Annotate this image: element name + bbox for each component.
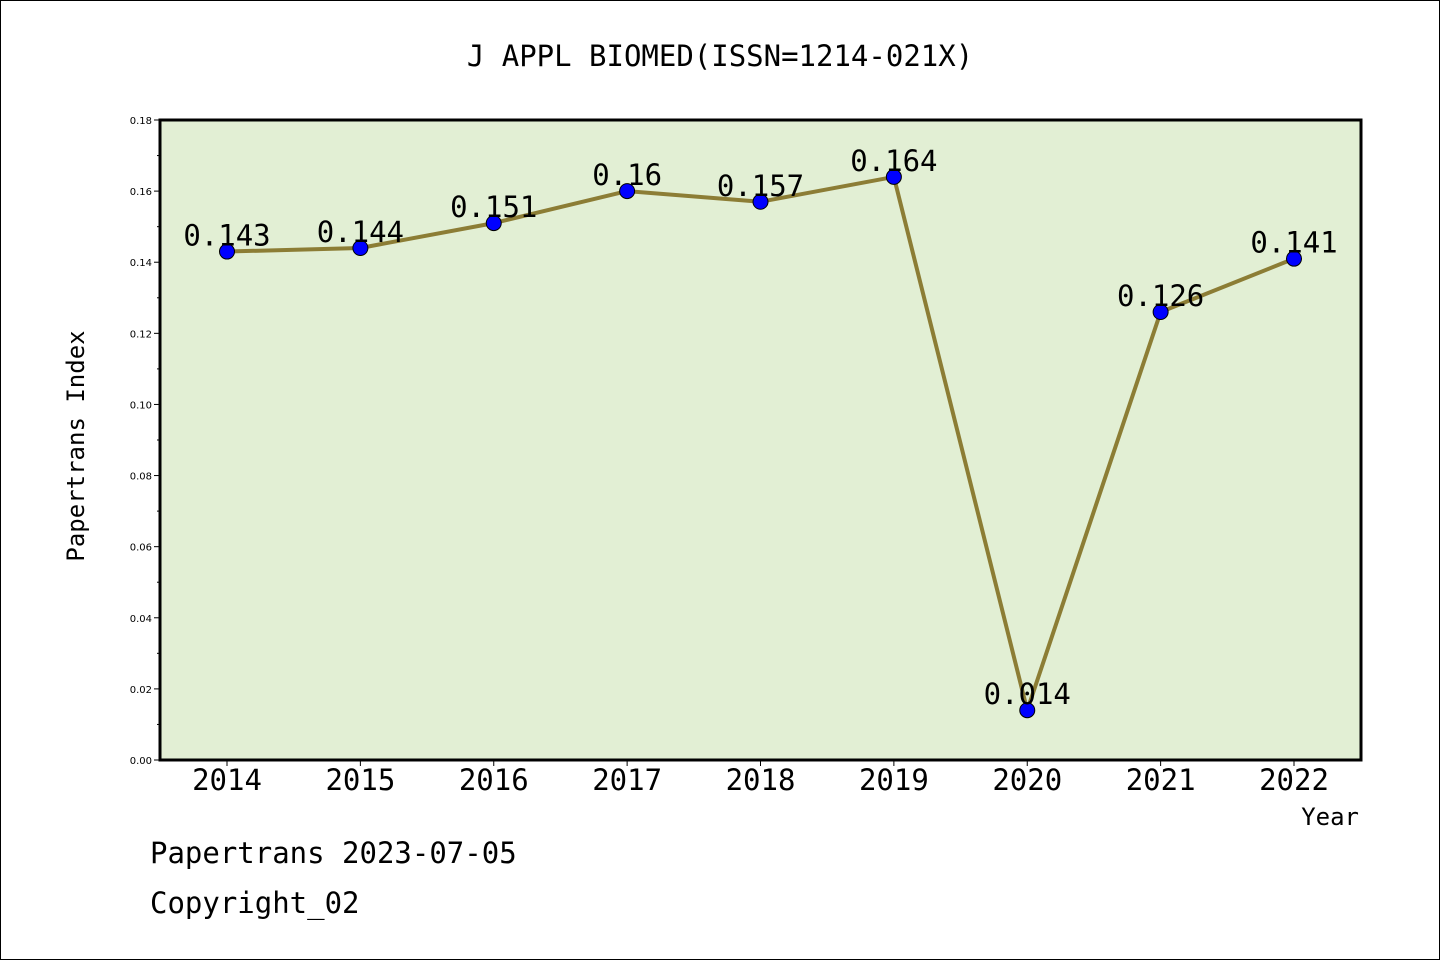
data-point (1152, 304, 1169, 320)
y-tick-label: 0.02 (130, 685, 152, 696)
x-tick-label: 2022 (1259, 763, 1329, 797)
x-tick-label: 2017 (592, 763, 662, 797)
chart-title: J APPL BIOMED(ISSN=1214-021X) (467, 39, 973, 73)
data-point (219, 243, 235, 260)
data-label: 0.126 (1117, 279, 1204, 313)
plot-area (160, 120, 1361, 760)
x-axis: 2014 2015 2016 2017 2018 2019 2020 2021 2022 (192, 760, 1329, 797)
y-tick-label: 0.06 (130, 543, 152, 554)
y-axis: 0.00 0.02 0.04 0.06 0.08 0.10 0.12 0.14 0.16 0.18 (130, 116, 160, 767)
y-tick-label: 0.04 (130, 614, 152, 625)
data-label: 0.144 (317, 215, 404, 249)
plot-border (158, 118, 1363, 762)
data-point (619, 183, 636, 200)
data-label: 0.16 (592, 158, 662, 192)
y-tick-label: 0.00 (130, 756, 152, 767)
data-label: 0.164 (850, 144, 937, 178)
data-point (485, 215, 502, 232)
data-point (752, 193, 769, 210)
data-point (885, 168, 902, 185)
x-tick-label: 2020 (992, 763, 1062, 797)
y-tick-label: 0.12 (130, 329, 152, 340)
y-tick-label: 0.10 (130, 400, 152, 411)
x-tick-label: 2021 (1126, 763, 1196, 797)
data-label: 0.141 (1250, 226, 1337, 260)
data-label: 0.157 (717, 169, 804, 203)
x-tick-label: 2015 (325, 763, 395, 797)
x-tick-label: 2014 (192, 763, 262, 797)
y-tick-label: 0.16 (130, 187, 152, 198)
series-markers (219, 168, 1302, 719)
data-label: 0.151 (450, 190, 537, 224)
data-point (1286, 250, 1302, 267)
x-tick-label: 2018 (726, 763, 796, 797)
data-label: 0.143 (183, 219, 270, 253)
data-labels: 0.143 0.144 0.151 0.16 0.157 0.164 0.014 0.126 0… (183, 144, 1337, 711)
y-tick-label: 0.08 (130, 472, 152, 483)
footer-copyright-text: Copyright_02 (150, 886, 360, 920)
y-tick-label: 0.18 (130, 116, 152, 127)
data-label: 0.014 (984, 677, 1071, 711)
data-point (1019, 702, 1036, 719)
x-tick-label: 2019 (859, 763, 929, 797)
y-axis-label: Papertrans Index (62, 330, 90, 561)
footer-date-text: Papertrans 2023-07-05 (150, 836, 517, 870)
x-axis-label: Year (1301, 803, 1359, 831)
x-tick-label: 2016 (459, 763, 529, 797)
y-tick-label: 0.14 (130, 258, 152, 269)
data-point (352, 240, 369, 256)
